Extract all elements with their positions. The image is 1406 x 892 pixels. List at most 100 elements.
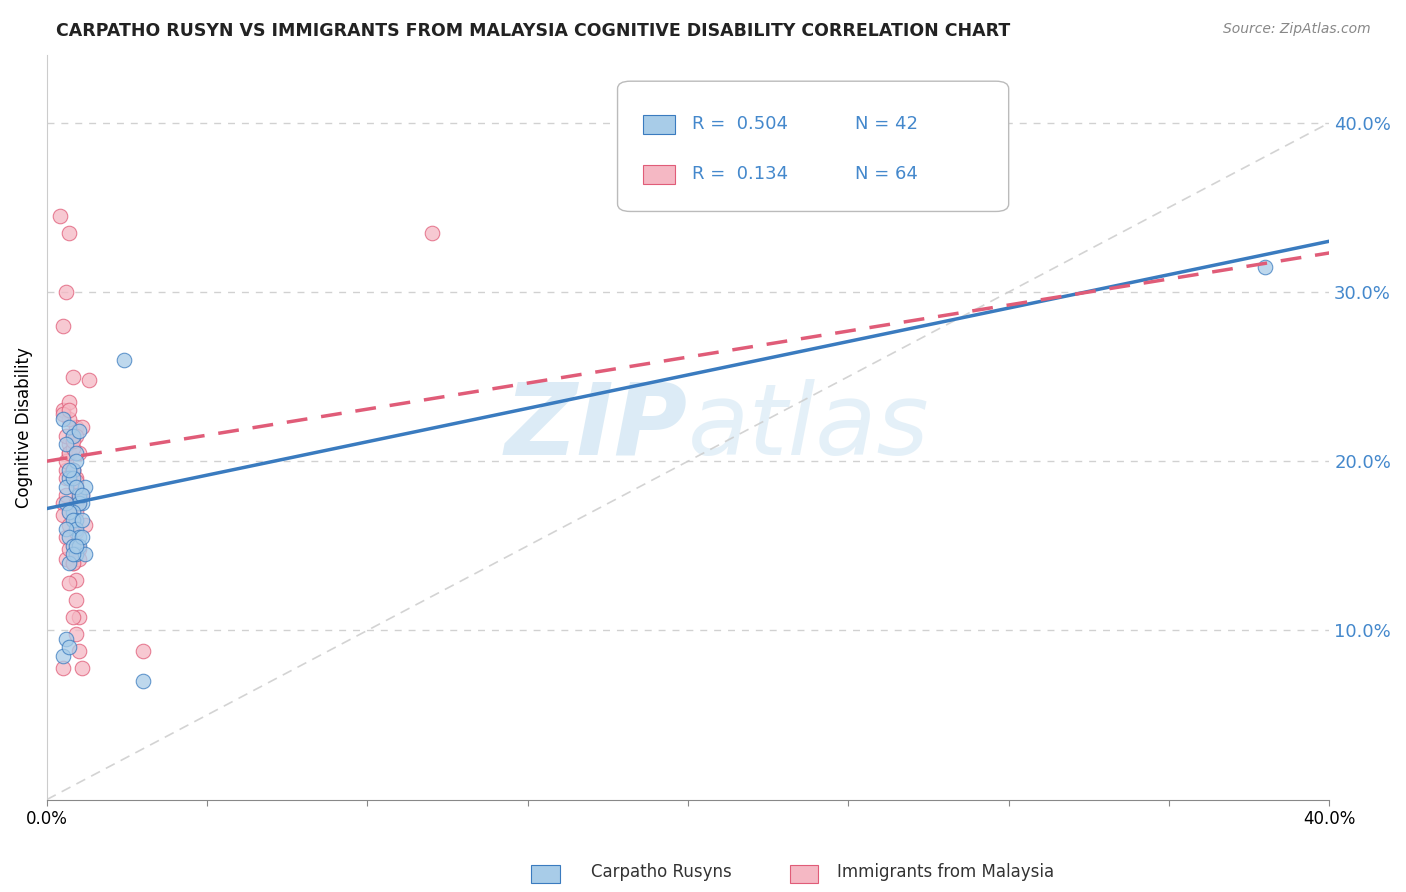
Point bbox=[65, 547, 87, 561]
Point bbox=[65, 429, 87, 443]
Point bbox=[65, 539, 87, 553]
Text: R =  0.504: R = 0.504 bbox=[692, 115, 787, 134]
Point bbox=[67, 488, 90, 502]
Point bbox=[77, 373, 100, 387]
Point bbox=[52, 508, 75, 523]
Point bbox=[67, 609, 90, 624]
Point bbox=[55, 471, 77, 485]
Point bbox=[52, 648, 75, 663]
Point bbox=[52, 318, 75, 333]
Bar bbox=[643, 165, 675, 184]
Point bbox=[62, 556, 84, 570]
Point bbox=[62, 462, 84, 476]
Point bbox=[58, 576, 80, 591]
Point bbox=[58, 420, 80, 434]
Point bbox=[55, 285, 77, 299]
Point bbox=[55, 552, 77, 566]
Point bbox=[65, 593, 87, 607]
Point bbox=[67, 539, 90, 553]
Point bbox=[67, 446, 90, 460]
Point bbox=[65, 446, 87, 460]
Point bbox=[67, 496, 90, 510]
Point bbox=[70, 496, 93, 510]
Point bbox=[48, 209, 70, 223]
Point bbox=[62, 441, 84, 455]
Point bbox=[62, 369, 84, 384]
Point bbox=[70, 530, 93, 544]
Point bbox=[65, 626, 87, 640]
Point bbox=[67, 488, 90, 502]
Point bbox=[58, 505, 80, 519]
Point bbox=[1254, 260, 1277, 274]
Text: atlas: atlas bbox=[688, 379, 929, 475]
Text: Source: ZipAtlas.com: Source: ZipAtlas.com bbox=[1223, 22, 1371, 37]
Point bbox=[70, 660, 93, 674]
Point bbox=[67, 491, 90, 506]
Point bbox=[62, 539, 84, 553]
Point bbox=[58, 395, 80, 409]
Text: Carpatho Rusyns: Carpatho Rusyns bbox=[591, 863, 731, 881]
Point bbox=[62, 429, 84, 443]
Text: N = 64: N = 64 bbox=[855, 165, 918, 183]
Point bbox=[62, 429, 84, 443]
Y-axis label: Cognitive Disability: Cognitive Disability bbox=[15, 347, 32, 508]
Point bbox=[65, 513, 87, 527]
Point bbox=[55, 488, 77, 502]
Text: N = 42: N = 42 bbox=[855, 115, 918, 134]
Point bbox=[75, 479, 97, 493]
Point bbox=[62, 471, 84, 485]
Point bbox=[58, 403, 80, 417]
Point bbox=[58, 226, 80, 240]
Point bbox=[58, 471, 80, 485]
Point bbox=[67, 424, 90, 438]
Point bbox=[70, 488, 93, 502]
Point bbox=[55, 522, 77, 536]
Point bbox=[112, 352, 135, 367]
Point bbox=[58, 556, 80, 570]
Point bbox=[58, 530, 80, 544]
Point bbox=[132, 643, 155, 657]
Point bbox=[58, 542, 80, 557]
Point bbox=[52, 407, 75, 421]
Point bbox=[67, 530, 90, 544]
Point bbox=[62, 462, 84, 476]
Point bbox=[70, 513, 93, 527]
Point bbox=[58, 518, 80, 533]
Point bbox=[65, 471, 87, 485]
Point bbox=[62, 556, 84, 570]
Point bbox=[58, 446, 80, 460]
Point bbox=[58, 412, 80, 426]
Text: Immigrants from Malaysia: Immigrants from Malaysia bbox=[837, 863, 1053, 881]
Point bbox=[65, 475, 87, 489]
Point bbox=[62, 513, 84, 527]
FancyBboxPatch shape bbox=[617, 81, 1008, 211]
Point bbox=[65, 454, 87, 468]
Point bbox=[55, 429, 77, 443]
Text: R =  0.134: R = 0.134 bbox=[692, 165, 787, 183]
Point bbox=[70, 420, 93, 434]
Point bbox=[65, 479, 87, 493]
Point bbox=[75, 547, 97, 561]
Point bbox=[62, 513, 84, 527]
Point bbox=[67, 643, 90, 657]
Point bbox=[55, 454, 77, 468]
Point bbox=[65, 496, 87, 510]
Point bbox=[65, 505, 87, 519]
Point bbox=[75, 518, 97, 533]
Point bbox=[67, 552, 90, 566]
Point bbox=[62, 462, 84, 476]
Point bbox=[58, 640, 80, 655]
Point bbox=[65, 479, 87, 493]
Point bbox=[55, 479, 77, 493]
Point bbox=[55, 496, 77, 510]
Point bbox=[420, 226, 443, 240]
Point bbox=[58, 446, 80, 460]
Point bbox=[67, 542, 90, 557]
Point bbox=[65, 420, 87, 434]
Bar bbox=[643, 115, 675, 134]
Point bbox=[55, 437, 77, 451]
Point bbox=[65, 522, 87, 536]
Point bbox=[58, 462, 80, 476]
Point bbox=[52, 403, 75, 417]
Text: CARPATHO RUSYN VS IMMIGRANTS FROM MALAYSIA COGNITIVE DISABILITY CORRELATION CHAR: CARPATHO RUSYN VS IMMIGRANTS FROM MALAYS… bbox=[56, 22, 1011, 40]
